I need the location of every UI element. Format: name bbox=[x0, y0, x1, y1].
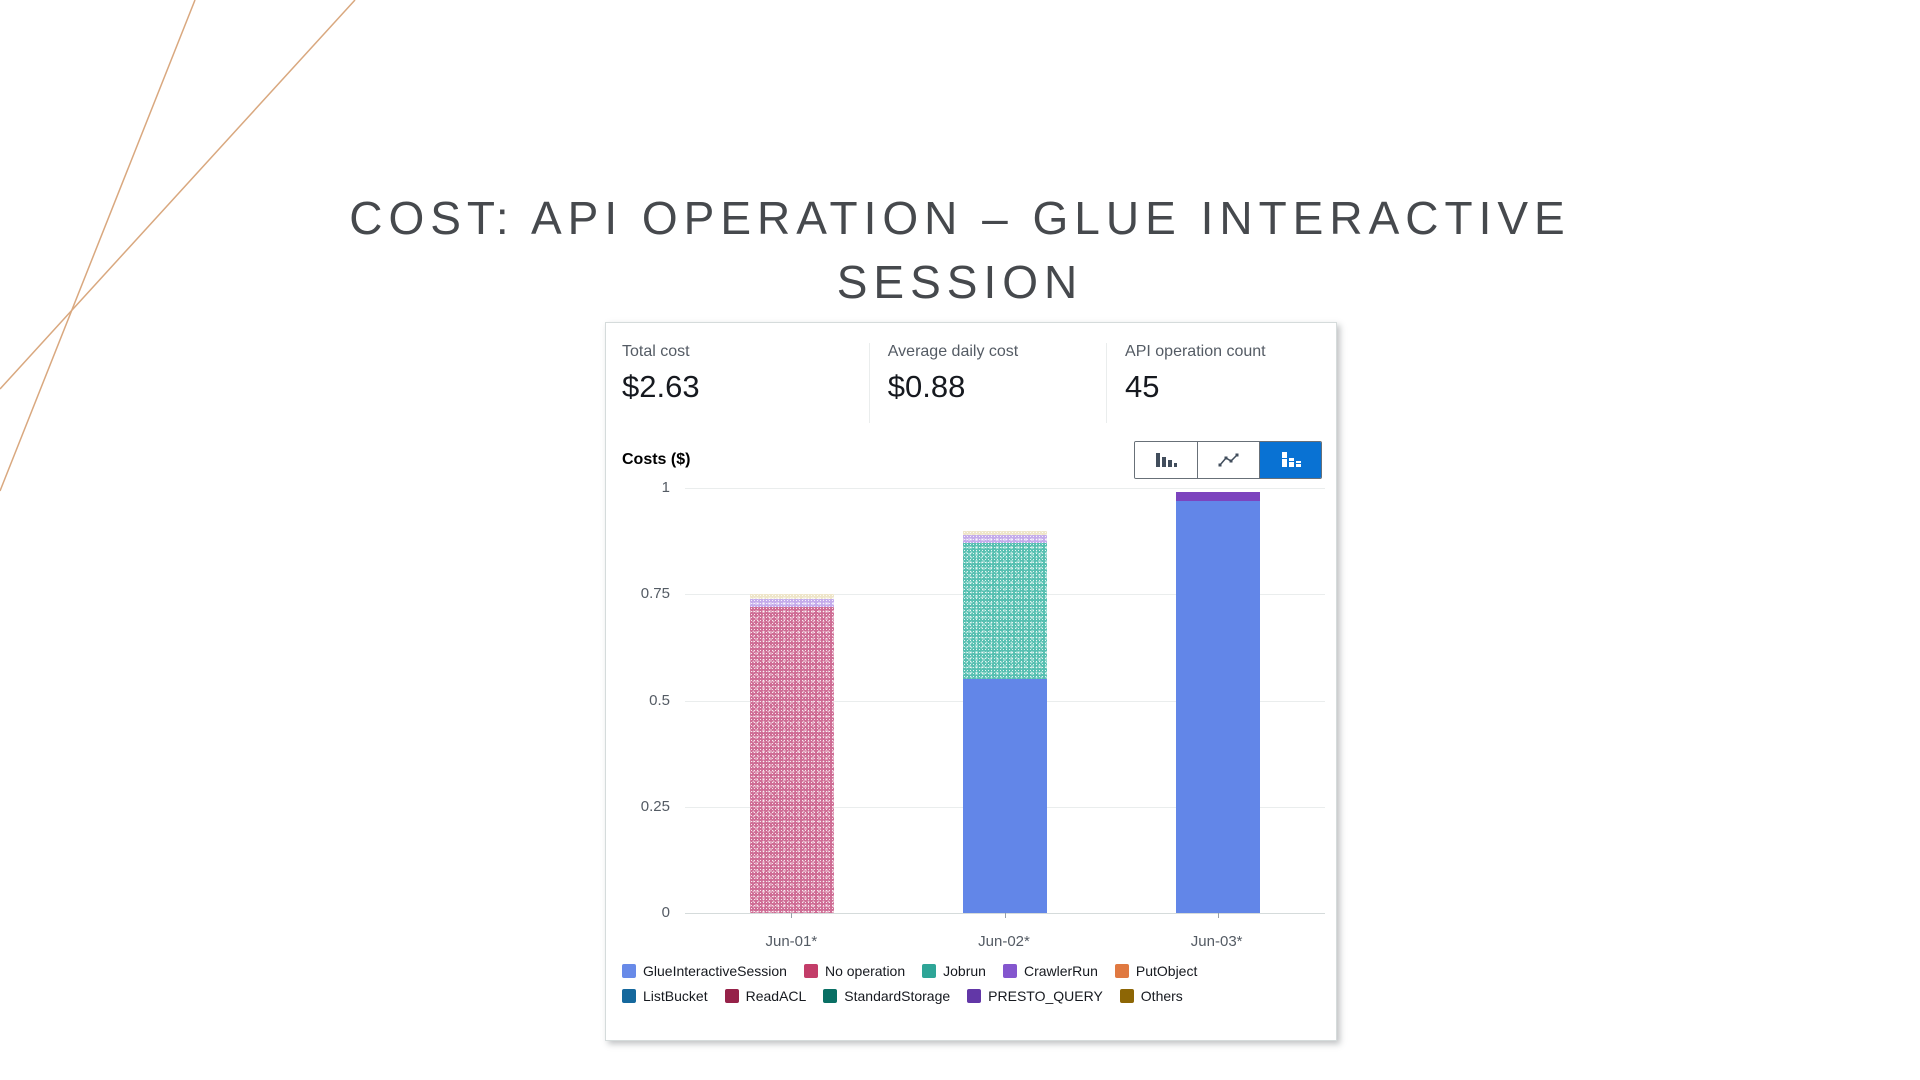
gridline bbox=[685, 488, 1325, 489]
stacked-bar-chart-button[interactable] bbox=[1259, 442, 1321, 478]
stacked-bar-Jun-03[interactable] bbox=[1176, 492, 1261, 913]
bar-segment-GlueInteractiveSession[interactable] bbox=[1176, 500, 1261, 913]
line-chart-icon bbox=[1218, 453, 1238, 467]
legend-swatch bbox=[823, 989, 838, 1003]
legend-item-No operation[interactable]: No operation bbox=[803, 963, 906, 979]
x-axis-tick bbox=[1004, 913, 1006, 918]
legend-item-PRESTO_QUERY[interactable]: PRESTO_QUERY bbox=[967, 988, 1103, 1004]
legend-item-ReadACL[interactable]: ReadACL bbox=[724, 988, 807, 1004]
legend-label: PRESTO_QUERY bbox=[988, 988, 1103, 1004]
stat-label: Total cost bbox=[622, 343, 690, 360]
bar-segment-No operation[interactable] bbox=[749, 607, 834, 913]
legend-item-PutObject[interactable]: PutObject bbox=[1114, 963, 1198, 979]
stat-average-daily-cost: Average daily cost $0.88 bbox=[868, 343, 1106, 423]
x-axis-label: Jun-03* bbox=[1190, 933, 1243, 950]
legend-label: ListBucket bbox=[643, 988, 708, 1004]
legend-item-ListBucket[interactable]: ListBucket bbox=[622, 988, 708, 1004]
legend-swatch bbox=[622, 989, 636, 1003]
y-axis-tick-label: 0.75 bbox=[640, 585, 670, 603]
chart-title: Costs ($) bbox=[622, 451, 691, 468]
bar-segment-GlueInteractiveSession[interactable] bbox=[962, 679, 1047, 913]
legend-swatch bbox=[724, 989, 739, 1003]
legend-swatch bbox=[622, 964, 636, 978]
x-axis-tick bbox=[791, 913, 793, 918]
legend-label: PutObject bbox=[1135, 963, 1198, 979]
stat-api-operation-count: API operation count 45 bbox=[1106, 343, 1336, 423]
legend-label: No operation bbox=[824, 963, 906, 979]
bar-segment-CrawlerRun[interactable] bbox=[749, 598, 834, 607]
x-axis-label: Jun-02* bbox=[978, 933, 1030, 950]
legend-label: StandardStorage bbox=[844, 988, 951, 1004]
legend-swatch bbox=[967, 989, 982, 1003]
page-title: COST: API OPERATION – GLUE INTERACTIVE S… bbox=[349, 192, 1571, 308]
stacked-bar-Jun-02[interactable] bbox=[962, 530, 1047, 913]
bar-chart-icon bbox=[1156, 453, 1177, 467]
stat-value: 45 bbox=[1125, 369, 1160, 404]
stat-label: API operation count bbox=[1125, 343, 1266, 360]
y-axis-tick-label: 1 bbox=[661, 479, 670, 496]
legend-swatch bbox=[922, 964, 937, 978]
legend-label: Others bbox=[1140, 988, 1183, 1004]
stat-value: $0.88 bbox=[887, 369, 966, 404]
stacked-bar-chart-icon bbox=[1281, 452, 1301, 467]
legend-swatch bbox=[1114, 964, 1129, 978]
stats-row: Total cost $2.63 Average daily cost $0.8… bbox=[606, 323, 1336, 423]
chart-legend: GlueInteractiveSession No operation Jobrun… bbox=[622, 963, 1328, 1013]
bar-chart-button[interactable] bbox=[1135, 442, 1197, 478]
legend-swatch bbox=[1119, 989, 1134, 1003]
stat-label: Average daily cost bbox=[887, 343, 1019, 360]
plot-area bbox=[685, 488, 1325, 918]
legend-label: ReadACL bbox=[745, 988, 807, 1004]
stat-total-cost: Total cost $2.63 bbox=[606, 343, 869, 423]
legend-item-CrawlerRun[interactable]: CrawlerRun bbox=[1002, 963, 1098, 979]
legend-swatch bbox=[1002, 964, 1017, 978]
stat-value: $2.63 bbox=[622, 369, 700, 404]
legend-label: CrawlerRun bbox=[1023, 963, 1098, 979]
y-axis-tick-label: 0.5 bbox=[649, 691, 670, 709]
legend-label: Jobrun bbox=[943, 963, 986, 979]
legend-item-Jobrun[interactable]: Jobrun bbox=[922, 963, 986, 979]
bar-segment-CrawlerRun[interactable] bbox=[962, 534, 1047, 544]
bar-segment-Others[interactable] bbox=[962, 530, 1047, 535]
x-axis-tick bbox=[1217, 913, 1219, 918]
x-axis-labels: Jun-01* Jun-02* Jun-03* bbox=[685, 933, 1323, 953]
legend-item-GlueInteractiveSession[interactable]: GlueInteractiveSession bbox=[622, 963, 787, 979]
legend-item-StandardStorage[interactable]: StandardStorage bbox=[823, 988, 950, 1004]
line-chart-button[interactable] bbox=[1197, 442, 1259, 478]
y-axis-tick-label: 0.25 bbox=[640, 797, 670, 815]
bar-segment-Jobrun[interactable] bbox=[962, 543, 1047, 680]
y-axis-tick-label: 0 bbox=[661, 904, 670, 921]
bar-segment-Others[interactable] bbox=[749, 594, 834, 599]
bar-segment-PRESTO_QUERY[interactable] bbox=[1176, 492, 1261, 501]
cost-report-panel: Total cost $2.63 Average daily cost $0.8… bbox=[605, 322, 1337, 1041]
chart-type-toggle bbox=[1134, 441, 1322, 479]
stacked-bar-chart: 0 0.25 0.5 0.75 1 bbox=[606, 479, 1338, 921]
legend-swatch bbox=[803, 964, 818, 978]
legend-label: GlueInteractiveSession bbox=[643, 963, 787, 979]
x-axis-label: Jun-01* bbox=[765, 933, 818, 950]
legend-item-Others[interactable]: Others bbox=[1119, 988, 1183, 1004]
stacked-bar-Jun-01[interactable] bbox=[749, 594, 834, 913]
